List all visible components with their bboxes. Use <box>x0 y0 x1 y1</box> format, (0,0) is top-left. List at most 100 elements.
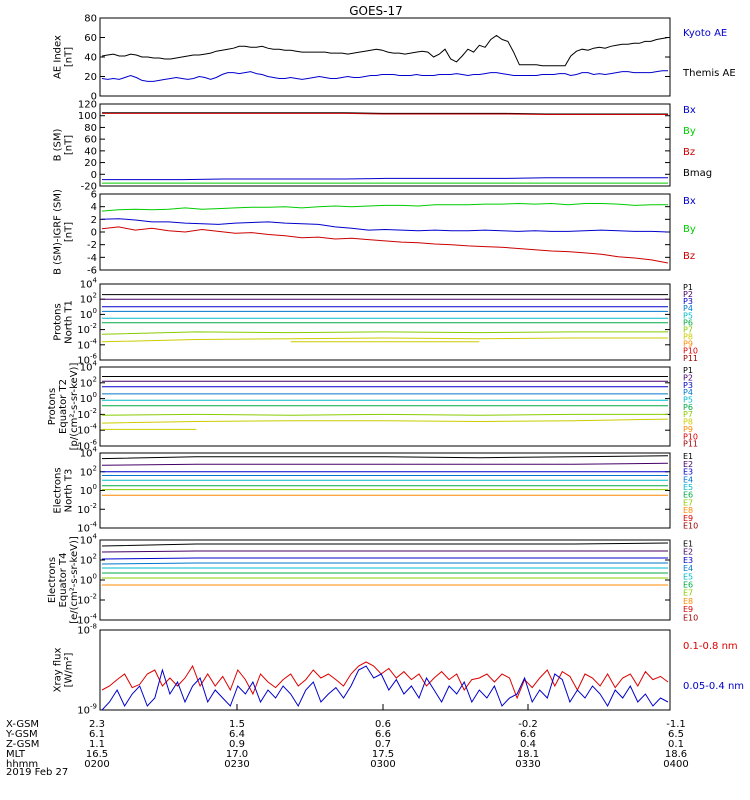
y-tick-label: 100 <box>80 391 97 405</box>
series-line-bx <box>102 177 668 181</box>
legend-label: Themis AE <box>682 68 736 79</box>
legend-label: E5 <box>683 483 693 492</box>
series-line-bx <box>101 218 669 233</box>
y-tick-label: 20 <box>84 158 97 169</box>
ephemeris-footer: X-GSM 2.3 1.5 0.6 -0.2 -1.1 Y-GSM 6.1 6.4 6.6 6.6 6… <box>5 704 689 770</box>
legend-label: P4 <box>683 388 693 397</box>
ephemeris-value: 17.0 <box>226 749 248 760</box>
legend-label: Bx <box>683 105 696 116</box>
legend-label: P11 <box>683 354 698 363</box>
y-tick-label: 10-2 <box>77 502 97 516</box>
legend-label: E2 <box>683 548 693 557</box>
ephemeris-value: 0.4 <box>520 739 536 750</box>
y-axis-label: Protons <box>53 303 64 340</box>
ephemeris-value: 0400 <box>663 759 688 770</box>
legend-label: E5 <box>683 572 693 581</box>
y-axis-label: [nT] <box>64 222 75 242</box>
y-tick-label: 10-2 <box>77 593 97 607</box>
date-label: 2019 Feb 27 <box>6 767 68 778</box>
ephemeris-value: 6.5 <box>668 729 684 740</box>
legend-label: Bz <box>683 251 695 262</box>
y-tick-label: 4 <box>91 202 97 213</box>
ephemeris-value: -0.2 <box>518 719 538 730</box>
ephemeris-value: 1.5 <box>229 719 245 730</box>
panel-frame <box>99 629 671 711</box>
ephemeris-row-label: Y-GSM <box>5 729 38 740</box>
ephemeris-value: 16.5 <box>86 749 108 760</box>
y-axis-label: Protons <box>47 388 58 425</box>
plot-title: GOES-17 <box>349 4 403 18</box>
series-line-p8 <box>101 418 669 424</box>
y-axis-label: Xray flux <box>53 648 64 693</box>
y-tick-label: 102 <box>80 292 97 306</box>
ephemeris-value: 1.1 <box>89 739 105 750</box>
y-tick-label: 40 <box>84 146 97 157</box>
legend-label: E1 <box>683 452 693 461</box>
y-axis-label: [nT] <box>64 47 75 67</box>
ephemeris-value: -1.1 <box>666 719 686 730</box>
y-tick-label: 100 <box>80 307 97 321</box>
legend-label: P1 <box>683 283 693 292</box>
series-line-0-1-0-8-nm <box>101 661 669 700</box>
y-tick-label: 10-8 <box>77 623 97 637</box>
legend-label: Bmag <box>683 168 712 179</box>
legend-label: P5 <box>683 311 693 320</box>
legend-label: E2 <box>683 460 693 469</box>
y-tick-label: 6 <box>91 190 97 201</box>
ephemeris-value: 0300 <box>370 759 395 770</box>
ephemeris-value: 0330 <box>515 759 540 770</box>
legend-label: P9 <box>683 340 693 349</box>
legend-label: P11 <box>683 440 698 449</box>
ephemeris-value: 6.6 <box>520 729 536 740</box>
y-tick-label: 20 <box>84 72 97 83</box>
ephemeris-row-label: X-GSM <box>6 719 39 730</box>
legend-label: P3 <box>683 381 693 390</box>
legend-label: E7 <box>683 498 693 507</box>
legend-label: By <box>683 224 696 235</box>
panel-frame <box>99 283 671 361</box>
legend-label: Kyoto AE <box>683 28 727 39</box>
y-tick-label: 0 <box>91 92 97 103</box>
legend-label: E3 <box>683 468 693 477</box>
legend-label: E8 <box>683 597 693 606</box>
y-tick-label: 80 <box>84 123 97 134</box>
legend-label: E10 <box>683 522 698 531</box>
ephemeris-value: 6.4 <box>229 729 245 740</box>
panel-xray: 10-8 10-9 Xray flux [W/m²] 0.1-0.8 nm 0.05-0.… <box>53 623 745 717</box>
legend-label: E7 <box>683 589 693 598</box>
ephemeris-value: 0.6 <box>375 719 391 730</box>
legend-label: P8 <box>683 418 693 427</box>
legend-label: E9 <box>683 605 693 614</box>
series-line-bz <box>101 226 669 264</box>
series-line-0-05-0-4-nm <box>101 665 669 711</box>
series-line-e1 <box>101 455 669 460</box>
legend-label: E3 <box>683 556 693 565</box>
y-tick-label: 102 <box>80 464 97 478</box>
y-tick-label: 60 <box>84 135 97 146</box>
y-tick-label: 120 <box>78 100 97 111</box>
y-tick-label: 60 <box>84 33 97 44</box>
ephemeris-value: 2.3 <box>89 719 105 730</box>
series-line-e3 <box>101 557 668 560</box>
series-line-p8 <box>101 337 668 343</box>
y-tick-label: 104 <box>80 360 98 374</box>
legend-label: E10 <box>683 613 698 622</box>
panel-frame <box>99 17 671 97</box>
y-tick-label: 102 <box>80 375 97 389</box>
series-line-themis-ae <box>101 70 668 82</box>
y-tick-label: 40 <box>84 53 97 64</box>
legend-label: 0.05-0.4 nm <box>683 681 744 692</box>
series-line-by <box>101 202 668 212</box>
legend-label: Bx <box>683 196 696 207</box>
y-tick-label: 10-4 <box>77 423 97 437</box>
y-tick-label: -20 <box>81 182 97 193</box>
y-axis-label: Electrons <box>47 557 58 603</box>
ephemeris-row-label: MLT <box>6 749 26 760</box>
ephemeris-value: 6.1 <box>89 729 105 740</box>
legend-label: P2 <box>683 290 693 299</box>
series-line-e2 <box>101 462 669 466</box>
